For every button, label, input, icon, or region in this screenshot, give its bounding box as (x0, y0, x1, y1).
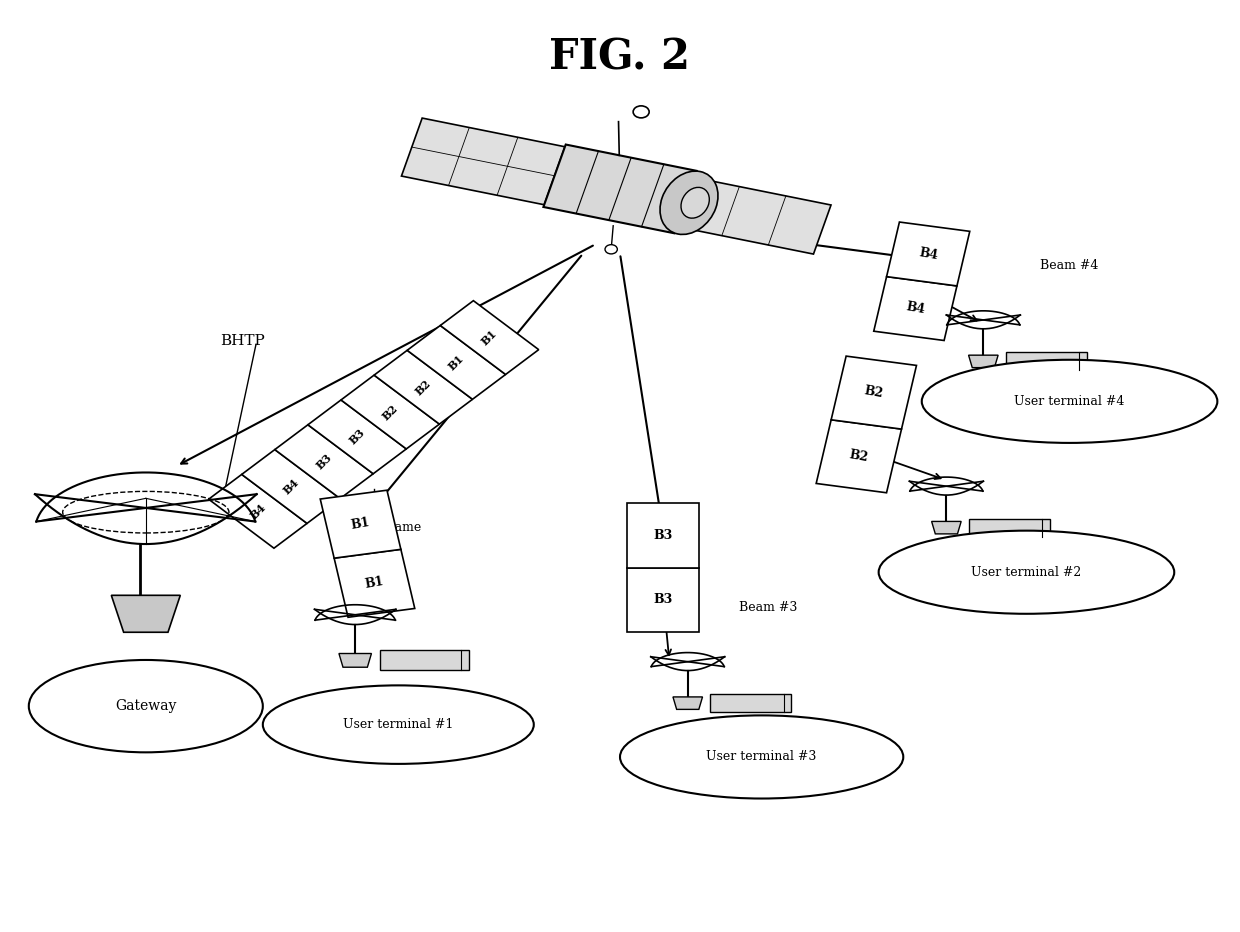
Polygon shape (816, 419, 901, 493)
Text: Gateway: Gateway (115, 699, 176, 713)
Text: B4: B4 (281, 476, 301, 497)
Text: B4: B4 (918, 246, 939, 262)
Text: FIG. 2: FIG. 2 (549, 36, 691, 78)
Polygon shape (320, 490, 401, 558)
Polygon shape (208, 474, 308, 548)
FancyBboxPatch shape (711, 694, 791, 712)
Ellipse shape (921, 360, 1218, 443)
Text: User terminal #1: User terminal #1 (343, 719, 454, 731)
Polygon shape (831, 356, 916, 429)
Polygon shape (339, 653, 372, 667)
FancyBboxPatch shape (379, 651, 469, 670)
Text: B3: B3 (653, 528, 673, 541)
Polygon shape (887, 222, 970, 286)
Ellipse shape (605, 245, 618, 254)
Ellipse shape (634, 106, 650, 117)
Ellipse shape (29, 660, 263, 752)
Polygon shape (275, 425, 373, 499)
Text: B1: B1 (350, 516, 371, 532)
Text: B1: B1 (363, 575, 386, 592)
Polygon shape (308, 400, 407, 473)
Text: User terminal #3: User terminal #3 (707, 750, 817, 763)
Ellipse shape (620, 716, 903, 799)
Polygon shape (874, 277, 957, 340)
Text: B3: B3 (347, 427, 367, 446)
Text: B2: B2 (413, 377, 433, 397)
Polygon shape (968, 355, 998, 367)
Polygon shape (374, 350, 472, 424)
Polygon shape (673, 697, 703, 709)
Text: Beam #2: Beam #2 (997, 420, 1055, 433)
Text: B1: B1 (480, 328, 500, 348)
Polygon shape (242, 449, 340, 524)
Polygon shape (112, 596, 180, 632)
Text: Beam #3: Beam #3 (739, 601, 797, 614)
Text: B2: B2 (381, 402, 401, 422)
Text: B1: B1 (446, 352, 466, 372)
Text: BHTP: BHTP (219, 335, 264, 349)
Ellipse shape (681, 187, 709, 218)
Polygon shape (627, 568, 699, 632)
Text: B3: B3 (314, 452, 334, 472)
Polygon shape (341, 375, 439, 449)
Polygon shape (440, 301, 538, 375)
Polygon shape (334, 549, 414, 617)
Polygon shape (627, 503, 699, 568)
Polygon shape (407, 325, 506, 399)
Text: User terminal #2: User terminal #2 (971, 566, 1081, 579)
Text: B3: B3 (653, 594, 673, 607)
Polygon shape (543, 144, 697, 233)
Text: B4: B4 (905, 300, 926, 317)
Text: B4: B4 (248, 501, 268, 521)
Polygon shape (677, 177, 831, 254)
Ellipse shape (660, 171, 718, 235)
Text: Beam #1: Beam #1 (332, 541, 391, 554)
Text: B2: B2 (863, 385, 884, 401)
Text: B2: B2 (848, 448, 869, 464)
Polygon shape (402, 118, 565, 205)
FancyBboxPatch shape (968, 518, 1050, 537)
Polygon shape (931, 521, 961, 534)
Text: Beam #4: Beam #4 (1040, 259, 1099, 272)
FancyBboxPatch shape (1006, 352, 1086, 370)
Ellipse shape (879, 530, 1174, 614)
Ellipse shape (263, 685, 533, 764)
Text: User terminal #4: User terminal #4 (1014, 395, 1125, 408)
Text: Frame: Frame (379, 521, 422, 534)
